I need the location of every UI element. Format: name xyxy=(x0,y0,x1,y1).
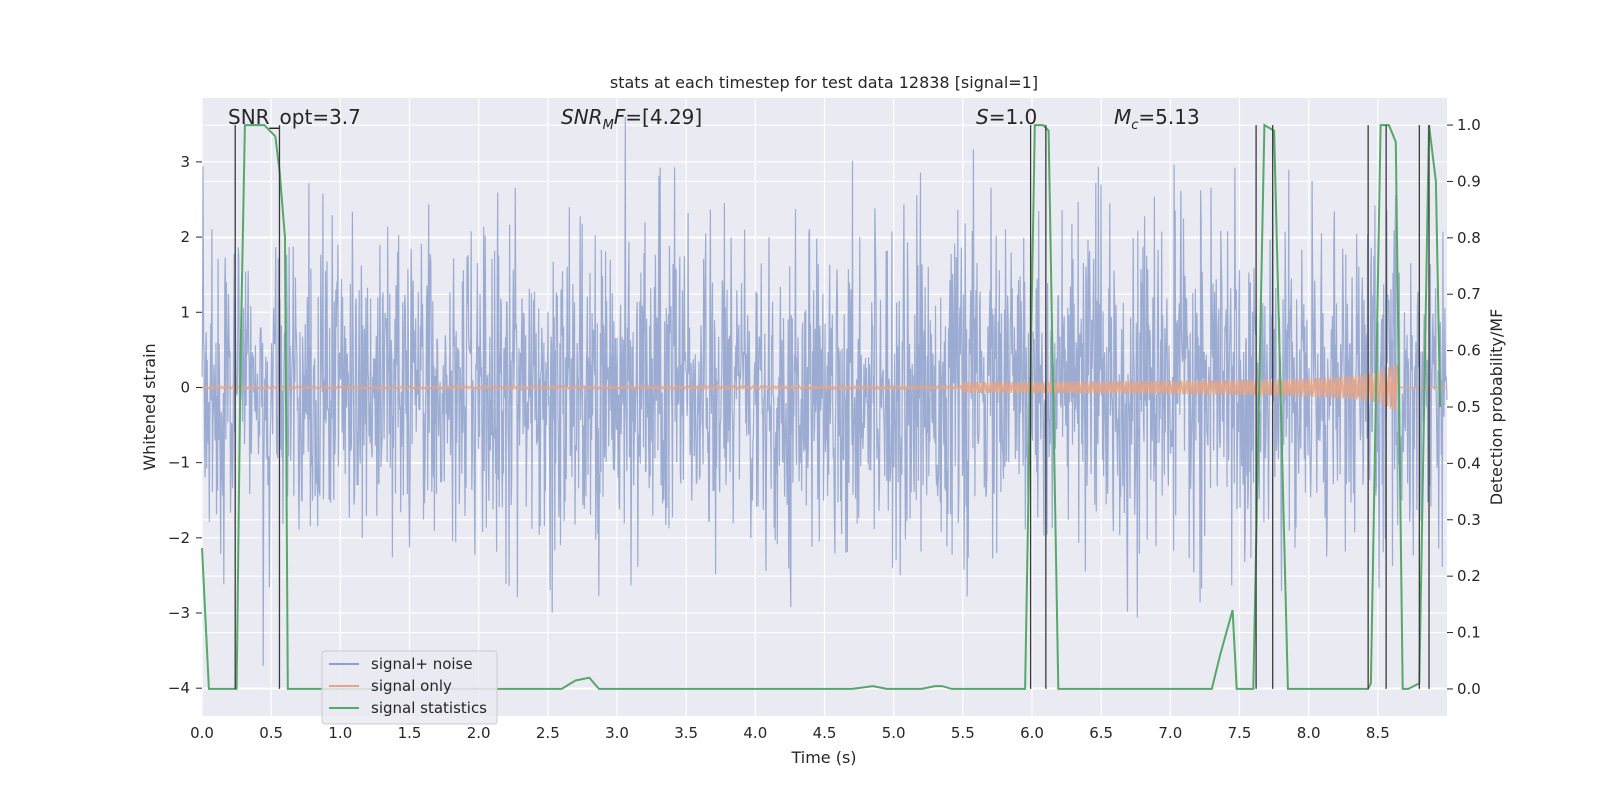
y2-tick-label: 1.0 xyxy=(1457,116,1481,134)
x-tick-label: 8.0 xyxy=(1297,724,1321,742)
x-tick-label: 2.5 xyxy=(536,724,560,742)
chart-title: stats at each timestep for test data 128… xyxy=(610,73,1038,92)
x-tick-label: 3.5 xyxy=(674,724,698,742)
y-tick-label: 1 xyxy=(180,303,190,321)
legend-label-signal-noise: signal+ noise xyxy=(371,655,473,673)
x-tick-label: 4.0 xyxy=(743,724,767,742)
x-tick-label: 1.5 xyxy=(398,724,422,742)
y2-tick-label: 0.9 xyxy=(1457,172,1481,190)
x-tick-label: 8.5 xyxy=(1366,724,1390,742)
x-tick-label: 5.5 xyxy=(951,724,975,742)
signal-noise-series xyxy=(201,116,1448,666)
y2-tick-label: 0.1 xyxy=(1457,624,1481,642)
x-tick-label: 1.0 xyxy=(328,724,352,742)
detection-markers xyxy=(234,125,1430,689)
x-tick-label: 7.0 xyxy=(1158,724,1182,742)
y2-tick-label: 0.0 xyxy=(1457,680,1481,698)
annotation-chirp-mass: Mc=5.13 xyxy=(1114,105,1200,133)
y-tick-label: 3 xyxy=(180,153,190,171)
signal-noise-line xyxy=(201,116,1448,666)
x-tick-label: 4.5 xyxy=(813,724,837,742)
x-tick-label: 2.0 xyxy=(467,724,491,742)
signal-only-line xyxy=(201,364,1447,411)
x-tick-label: 0.5 xyxy=(259,724,283,742)
legend-box xyxy=(321,650,498,725)
y2-tick-label: 0.2 xyxy=(1457,567,1481,585)
x-axis-ticks: 0.0 0.5 1.0 1.5 2.0 2.5 3.0 3.5 4.0 4.5 5.0 5.5 6.0 6… xyxy=(190,724,1390,742)
annotation-snr-mf: SNRMF=[4.29] xyxy=(561,105,702,133)
y2-tick-label: 0.6 xyxy=(1457,342,1481,360)
x-tick-label: 0.0 xyxy=(190,724,214,742)
annotation-s-stat: S=1.0 xyxy=(976,105,1037,129)
y-tick-label: 2 xyxy=(180,228,190,246)
y-tick-label: −2 xyxy=(168,529,190,547)
legend-label-signal-statistics: signal statistics xyxy=(371,699,487,717)
y2-axis-label: Detection probability/MF xyxy=(1487,309,1506,506)
y-tick-label: −4 xyxy=(168,679,190,697)
y-tick-label: −1 xyxy=(168,454,190,472)
y-axis-label: Whitened strain xyxy=(140,343,159,470)
legend-label-signal-only: signal only xyxy=(371,677,452,695)
y2-axis-ticks: 1.0 0.9 0.8 0.7 0.6 0.5 0.4 0.3 0.2 0.1 0.0 xyxy=(1447,116,1481,698)
signal-statistics-series xyxy=(201,123,1442,690)
y-axis-ticks: 3 2 1 0 −1 −2 −3 −4 xyxy=(168,153,202,697)
signal-only-series xyxy=(201,364,1447,411)
x-axis-label: Time (s) xyxy=(790,748,856,767)
legend: signal+ noise signal only signal statist… xyxy=(321,650,498,725)
y-tick-label: 0 xyxy=(180,378,190,396)
x-tick-label: 6.5 xyxy=(1089,724,1113,742)
y2-tick-label: 0.5 xyxy=(1457,398,1481,416)
x-tick-label: 5.0 xyxy=(882,724,906,742)
x-tick-label: 7.5 xyxy=(1228,724,1252,742)
annotation-snr-opt: SNR_opt=3.7 xyxy=(228,105,361,129)
y-tick-label: −3 xyxy=(168,604,190,622)
y2-tick-label: 0.4 xyxy=(1457,454,1481,472)
x-tick-label: 3.0 xyxy=(605,724,629,742)
signal-statistics-line xyxy=(201,123,1442,690)
x-tick-label: 6.0 xyxy=(1020,724,1044,742)
y2-tick-label: 0.3 xyxy=(1457,511,1481,529)
y2-tick-label: 0.8 xyxy=(1457,229,1481,247)
y2-tick-label: 0.7 xyxy=(1457,285,1481,303)
